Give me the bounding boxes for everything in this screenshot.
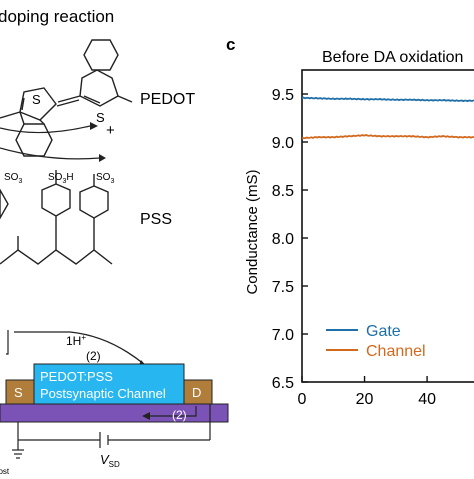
arrow-head-1 [90,122,98,130]
y-axis-label: Conductance (mS) [244,169,261,294]
device-schematic: 1H+ (2) PEDOT:PSS Postsynaptic Channel S… [0,330,229,476]
chart-title: Before DA oxidation [322,49,463,66]
step-label-top: (2) [86,349,101,363]
return-arrow-head [142,412,150,420]
y-tick-label: 8.5 [272,183,294,200]
proton-label: 1H+ [66,333,86,348]
so3-minus-2: SO3 [96,172,114,185]
legend-label-gate: Gate [366,323,401,340]
legend-label-channel: Channel [366,343,426,360]
drain-label: D [192,385,201,400]
series-line-channel [301,134,474,140]
y-tick-label: 7.0 [272,327,294,344]
vsd-label: VSD [100,452,120,469]
substrate-return-path [150,406,197,417]
proton-path [6,330,9,355]
step-label-bottom: (2) [172,408,187,422]
y-tick-label: 7.5 [272,279,294,296]
conductance-plot: 6.5 7.0 7.5 8.0 8.5 9.0 9.5 0 20 40 Gate Channel [272,69,474,408]
y-tick-label: 8.0 [272,231,294,248]
pss-label: PSS [140,211,172,228]
so3h-group: SO3H [48,172,74,185]
doping-reaction-heading: doping reaction [0,7,114,26]
source-contact [5,379,35,405]
panel-c-letter: c [226,35,235,54]
pedot-label: PEDOT [140,91,195,108]
y-tick-label: 9.0 [272,135,294,152]
pedot-sulfur-left: S [32,92,41,107]
y-tick-label: 9.5 [272,87,294,104]
x-tick-label: 0 [298,391,307,408]
pedot-pss-channel [33,363,185,405]
proton-arrow [14,331,146,366]
series-line-gate [301,96,474,103]
plot-frame [301,69,474,383]
circuit-wires [12,404,211,459]
pedot-sulfur-top: S [96,110,105,125]
pedot-plus-sign: + [106,122,115,139]
so3-minus-1: SO3 [4,172,22,185]
substrate [0,403,229,423]
channel-label-line1: PEDOT:PSS [40,369,113,384]
vpost-label: post [0,467,10,474]
source-label: S [14,385,23,400]
drain-contact [183,379,213,405]
reaction-arrows [0,125,101,160]
x-tick-label: 40 [418,391,436,408]
x-tick-label: 20 [356,391,374,408]
pedot-structure [0,39,133,157]
channel-label-line2: Postsynaptic Channel [40,386,166,401]
y-tick-label: 6.5 [272,375,294,392]
pss-structure [0,170,113,265]
arrow-head-2 [99,154,106,162]
